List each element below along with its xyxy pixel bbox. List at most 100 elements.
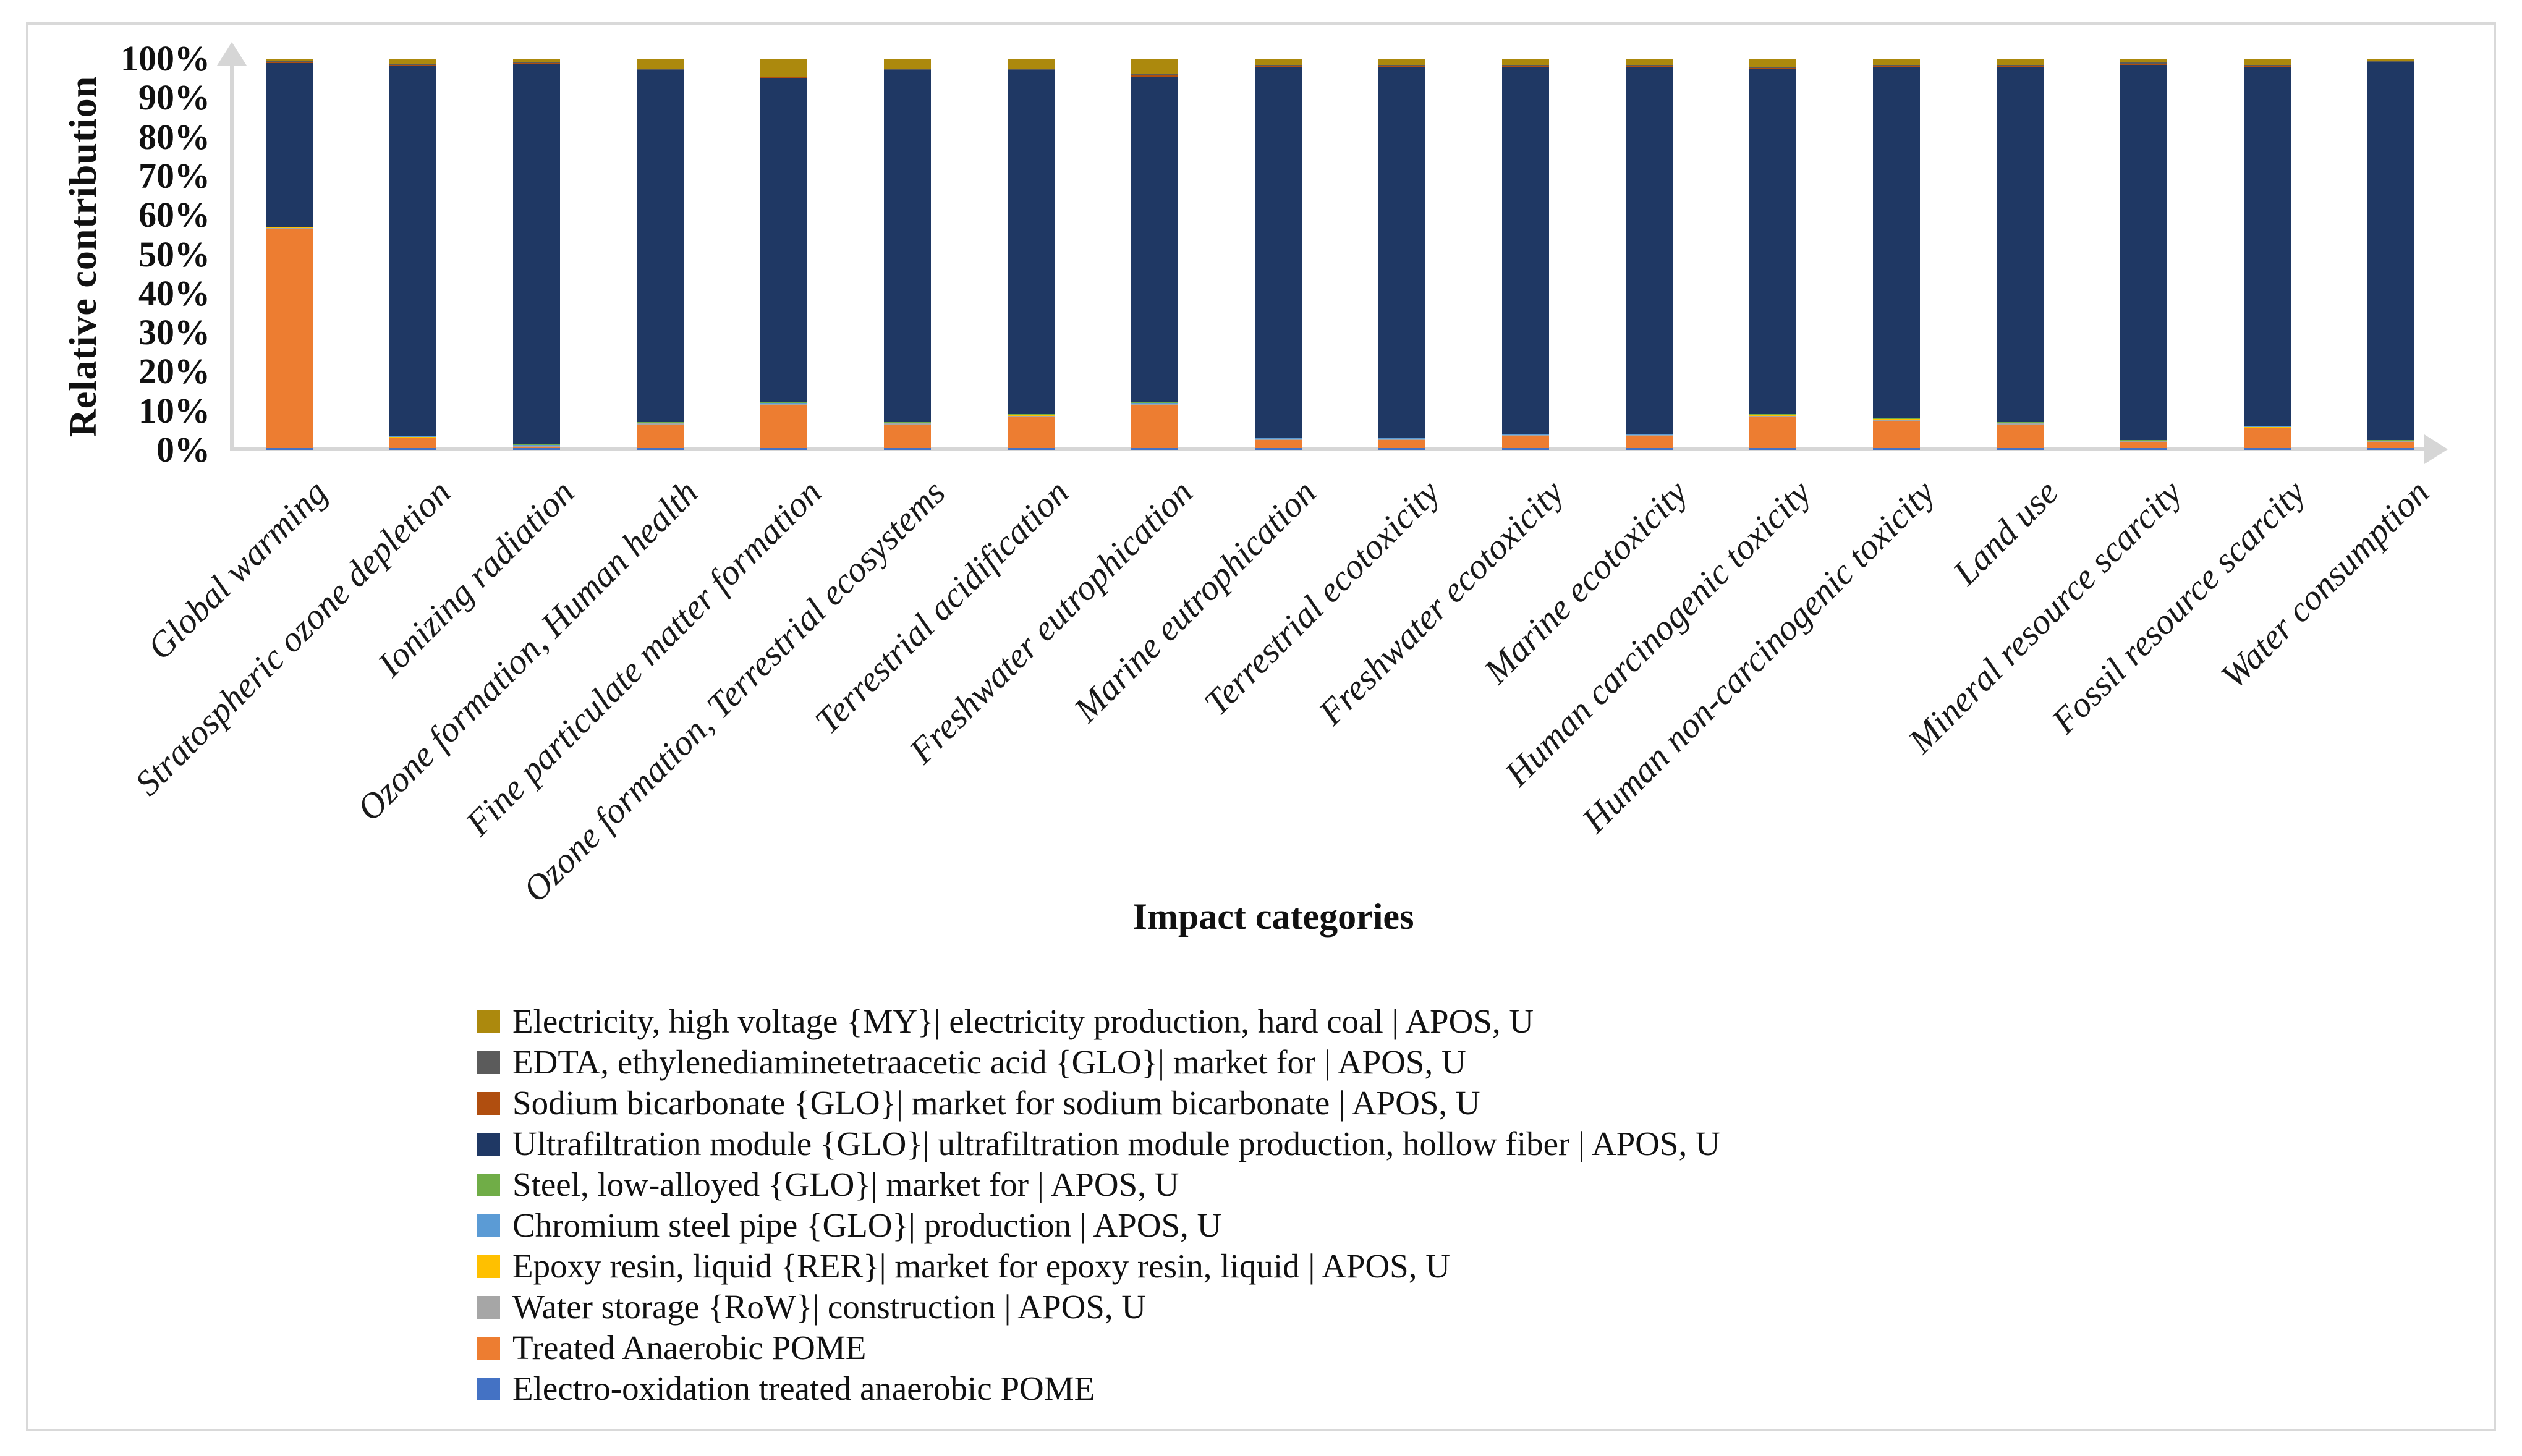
bar-segment	[1997, 424, 2044, 448]
bar-segment	[1626, 447, 1673, 450]
bar-segment	[1626, 434, 1673, 435]
legend-label: Treated Anaerobic POME	[512, 1329, 867, 1366]
bar-segment	[1008, 59, 1055, 69]
bar-segment	[1131, 76, 1178, 403]
bar-segment	[1749, 68, 1796, 415]
bar-segment	[1997, 423, 2044, 425]
bar-segment	[637, 422, 684, 423]
stacked-bar	[1378, 59, 1425, 450]
bar-segment	[1502, 447, 1549, 450]
legend-swatch-icon	[477, 1132, 500, 1156]
bar-segment	[884, 424, 931, 448]
bar-segment	[1873, 418, 1920, 419]
stacked-bar	[1749, 59, 1796, 450]
legend-swatch-icon	[477, 1255, 500, 1278]
bar-segment	[1008, 447, 1055, 450]
legend-label: Steel, low-alloyed {GLO}| market for | A…	[512, 1166, 1179, 1203]
bar-segment	[1873, 419, 1920, 421]
legend-label: Sodium bicarbonate {GLO}| market for sod…	[512, 1084, 1480, 1122]
bar-segment	[760, 77, 807, 78]
bar-segment	[1873, 418, 1920, 419]
x-axis-title: Impact categories	[1132, 896, 1414, 937]
bar-segment	[1749, 66, 1796, 68]
bar-segment	[1378, 59, 1425, 65]
bar-segment	[266, 62, 313, 227]
legend-swatch-icon	[477, 1051, 500, 1074]
bar-segment	[1749, 415, 1796, 417]
legend-item: Epoxy resin, liquid {RER}| market for ep…	[477, 1246, 1720, 1287]
legend-label: Ultrafiltration module {GLO}| ultrafiltr…	[512, 1125, 1720, 1162]
bar-segment	[760, 447, 807, 450]
y-axis-line	[230, 65, 234, 451]
bar-segment	[2120, 442, 2167, 448]
stacked-bar	[1008, 59, 1055, 450]
bar-segment	[2367, 62, 2414, 440]
legend-swatch-icon	[477, 1091, 500, 1115]
bar-segment	[266, 229, 313, 448]
y-tick-label: 100%	[121, 38, 210, 78]
bar-segment	[266, 227, 313, 228]
bar-segment	[266, 62, 313, 63]
bar-segment	[1255, 447, 1302, 450]
legend-item: Treated Anaerobic POME	[477, 1327, 1720, 1368]
legend-item: Water storage {RoW}| construction | APOS…	[477, 1287, 1720, 1327]
bar-segment	[1255, 439, 1302, 441]
bar-segment	[1255, 438, 1302, 439]
y-tick-label: 80%	[138, 116, 210, 157]
bar-segment	[1502, 434, 1549, 435]
bar-segment	[389, 438, 436, 448]
stacked-bar	[266, 59, 313, 450]
bar-segment	[513, 447, 560, 450]
bar-segment	[760, 78, 807, 403]
bar-segment	[1131, 447, 1178, 450]
y-tick-label: 10%	[138, 390, 210, 431]
bar-segment	[2367, 59, 2414, 61]
bar-segment	[1997, 422, 2044, 423]
bar-segment	[1378, 66, 1425, 438]
bar-segment	[2367, 439, 2414, 441]
bar-segment	[1749, 415, 1796, 416]
stacked-bar	[2244, 59, 2291, 450]
bar-segment	[884, 447, 931, 450]
legend-label: Chromium steel pipe {GLO}| production | …	[512, 1206, 1222, 1244]
bar-segment	[2367, 61, 2414, 62]
bar-segment	[1502, 434, 1549, 436]
bar-segment	[884, 59, 931, 69]
legend-item: Steel, low-alloyed {GLO}| market for | A…	[477, 1164, 1720, 1205]
bar-segment	[1008, 414, 1055, 415]
y-tick-label: 60%	[138, 195, 210, 235]
bar-segment	[2120, 59, 2167, 63]
stacked-bar	[513, 59, 560, 450]
legend-label: Electricity, high voltage {MY}| electric…	[512, 1002, 1534, 1040]
y-tick-label: 20%	[138, 351, 210, 392]
bar-segment	[884, 70, 931, 423]
x-axis-arrowhead-icon	[2424, 434, 2448, 464]
legend-swatch-icon	[477, 1214, 500, 1237]
bar-segment	[2244, 64, 2291, 66]
legend-item: Electro-oxidation treated anaerobic POME	[477, 1368, 1720, 1409]
legend-item: Ultrafiltration module {GLO}| ultrafiltr…	[477, 1124, 1720, 1164]
bar-segment	[2120, 64, 2167, 440]
bar-segment	[1997, 447, 2044, 450]
y-tick-label: 70%	[138, 155, 210, 196]
bar-segment	[760, 405, 807, 448]
bar-segment	[513, 64, 560, 445]
bar-segment	[760, 403, 807, 404]
bar-segment	[1626, 434, 1673, 435]
y-axis-arrowhead-icon	[217, 42, 247, 66]
bar-segment	[1131, 75, 1178, 77]
bar-segment	[1749, 59, 1796, 67]
bar-segment	[1008, 415, 1055, 417]
bar-segment	[266, 59, 313, 61]
legend-swatch-icon	[477, 1336, 500, 1360]
legend-item: EDTA, ethylenediaminetetraacetic acid {G…	[477, 1042, 1720, 1083]
bar-segment	[513, 62, 560, 64]
bar-segment	[2244, 59, 2291, 65]
bar-segment	[1378, 447, 1425, 450]
stacked-bar	[389, 59, 436, 450]
bar-segment	[1626, 66, 1673, 434]
stacked-bar	[884, 59, 931, 450]
bar-segment	[1502, 64, 1549, 66]
bar-segment	[637, 447, 684, 450]
